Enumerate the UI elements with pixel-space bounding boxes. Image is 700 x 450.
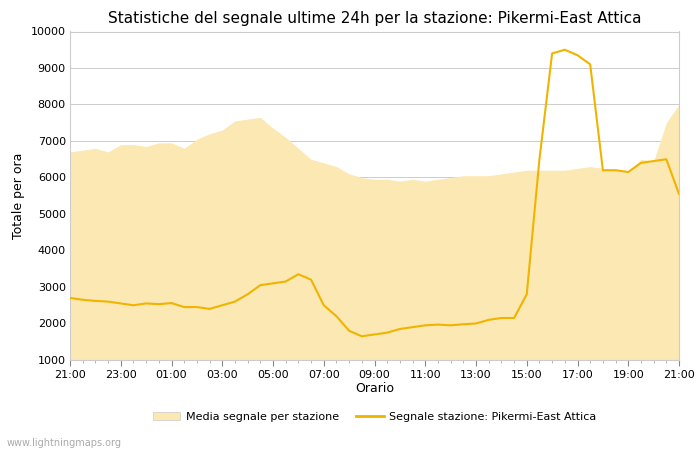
X-axis label: Orario: Orario (355, 382, 394, 396)
Title: Statistiche del segnale ultime 24h per la stazione: Pikermi-East Attica: Statistiche del segnale ultime 24h per l… (108, 11, 641, 26)
Legend: Media segnale per stazione, Segnale stazione: Pikermi-East Attica: Media segnale per stazione, Segnale staz… (148, 408, 601, 427)
Text: www.lightningmaps.org: www.lightningmaps.org (7, 438, 122, 448)
Y-axis label: Totale per ora: Totale per ora (13, 153, 25, 239)
